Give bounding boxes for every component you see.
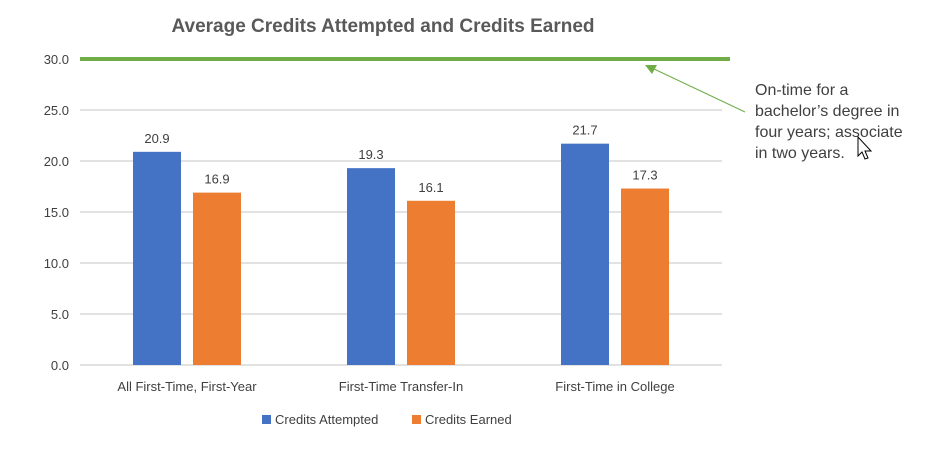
y-tick-label: 5.0 (51, 307, 69, 322)
data-label: 16.9 (204, 172, 229, 187)
data-label: 21.7 (572, 123, 597, 138)
x-category-label: All First-Time, First-Year (117, 379, 257, 394)
bar-0-1 (347, 168, 395, 365)
annotation-line: On-time for a (755, 82, 848, 99)
annotation-arrow (651, 67, 746, 113)
legend-swatch-0 (262, 415, 271, 424)
data-label: 19.3 (358, 147, 383, 162)
data-label: 20.9 (144, 131, 169, 146)
data-label: 16.1 (418, 180, 443, 195)
annotation: On-time for a bachelor’s degree in four ye… (645, 65, 903, 162)
annotation-arrowhead (645, 65, 657, 74)
y-tick-label: 25.0 (44, 103, 69, 118)
data-labels: 20.9 16.9 19.3 16.1 21.7 17.3 (144, 123, 657, 195)
mouse-cursor-icon (857, 135, 873, 160)
x-category-label: First-Time in College (555, 379, 674, 394)
legend-swatch-1 (412, 415, 421, 424)
legend-label: Credits Attempted (275, 412, 378, 427)
annotation-line: in two years. (755, 145, 845, 162)
bar-0-2 (561, 143, 609, 365)
bar-1-2 (621, 188, 669, 365)
bars (133, 143, 669, 365)
chart-title: Average Credits Attempted and Credits Ea… (171, 16, 594, 37)
bar-1-1 (407, 200, 455, 365)
legend-label: Credits Earned (425, 412, 512, 427)
y-tick-label: 0.0 (51, 358, 69, 373)
bar-1-0 (193, 192, 241, 365)
data-label: 17.3 (632, 168, 657, 183)
x-category-label: First-Time Transfer-In (339, 379, 463, 394)
annotation-line: four years; associate (755, 124, 903, 141)
annotation-line: bachelor’s degree in (755, 103, 899, 120)
bar-0-0 (133, 151, 181, 365)
legend: Credits Attempted Credits Earned (262, 412, 512, 427)
y-axis: 0.0 5.0 10.0 15.0 20.0 25.0 30.0 (44, 52, 69, 373)
x-axis: All First-Time, First-Year First-Time Tra… (117, 379, 674, 394)
y-tick-label: 10.0 (44, 256, 69, 271)
y-tick-label: 30.0 (44, 52, 69, 67)
y-tick-label: 15.0 (44, 205, 69, 220)
y-tick-label: 20.0 (44, 154, 69, 169)
